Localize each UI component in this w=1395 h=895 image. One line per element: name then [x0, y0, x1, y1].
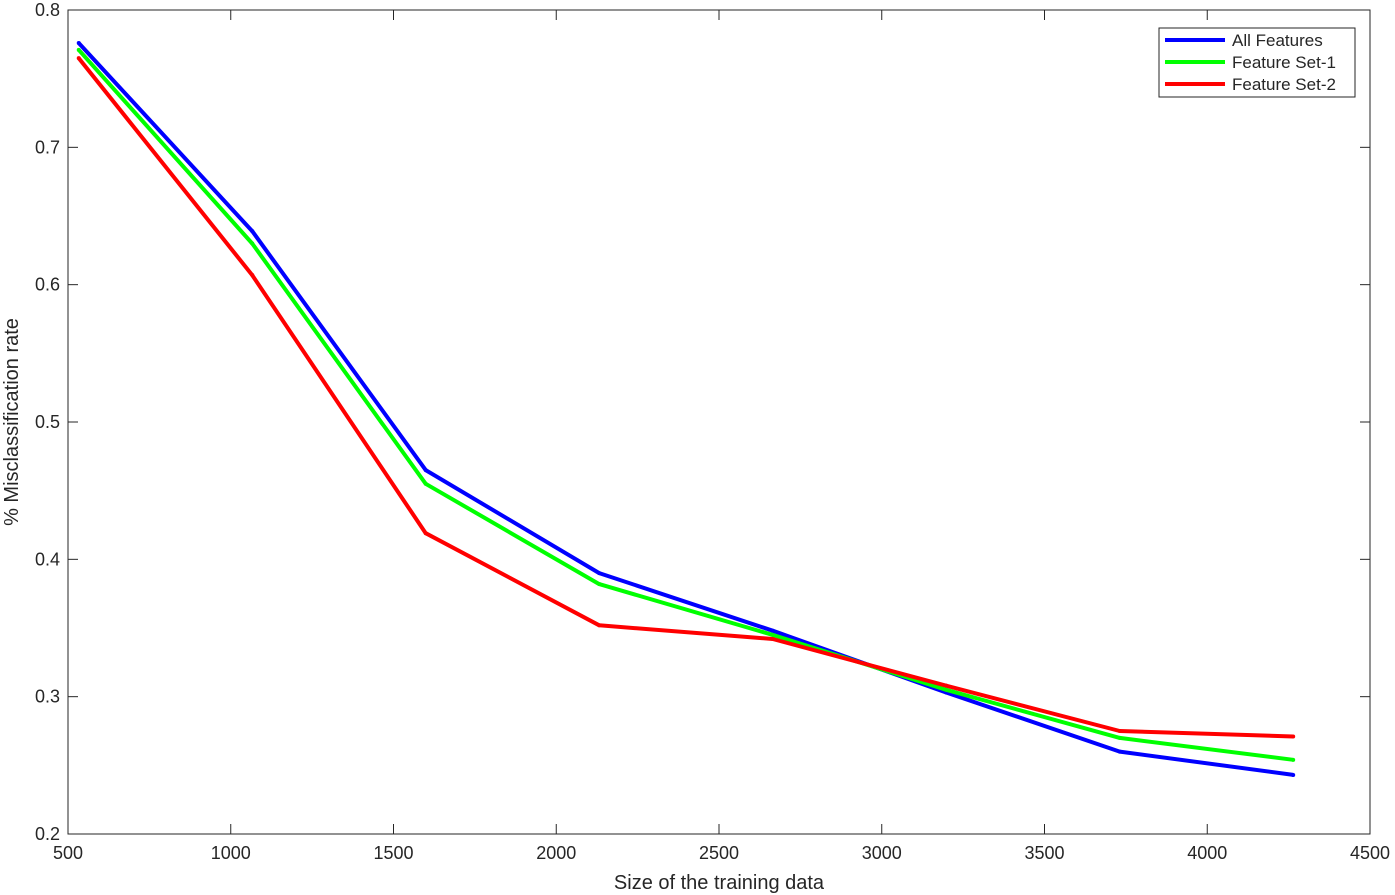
ticks-layer: 500 1000 1500 2000 2500 3000 3500 4000 4500 0.2 0.…: [35, 0, 1390, 863]
data-point: [250, 273, 255, 278]
series-feature-set-2: [76, 56, 1296, 739]
y-tick-label: 0.2: [35, 824, 60, 844]
x-tick-label: 4500: [1350, 843, 1390, 863]
data-point: [597, 571, 602, 576]
data-point: [423, 531, 428, 536]
x-tick-label: 500: [53, 843, 83, 863]
x-tick-label: 2500: [699, 843, 739, 863]
data-point: [250, 229, 255, 234]
legend: All Features Feature Set-1 Feature Set-2: [1158, 27, 1356, 98]
data-point: [250, 241, 255, 246]
series-line: [77, 56, 1294, 739]
data-point: [423, 481, 428, 486]
series-line: [77, 48, 1294, 762]
x-tick-label: 3000: [862, 843, 902, 863]
series-feature-set-1: [76, 47, 1296, 762]
data-point: [1291, 734, 1296, 739]
data-point: [1117, 729, 1122, 733]
data-point: [1117, 735, 1122, 740]
data-point: [1117, 749, 1122, 754]
x-tick-label: 4000: [1187, 843, 1227, 863]
x-tick-label: 1500: [373, 843, 413, 863]
data-point: [944, 687, 949, 692]
x-axis-label: Size of the training data: [614, 872, 825, 894]
series-layer: [76, 40, 1296, 777]
series-all-features: [76, 40, 1296, 777]
y-tick-label: 0.5: [35, 412, 60, 432]
y-tick-label: 0.4: [35, 549, 60, 569]
data-point: [770, 636, 775, 641]
axes-box: [67, 9, 1371, 835]
x-tick-label: 2000: [536, 843, 576, 863]
x-tick-label: 3500: [1024, 843, 1064, 863]
data-point: [770, 628, 775, 633]
data-point: [76, 56, 81, 61]
data-point: [944, 683, 949, 688]
y-tick-label: 0.8: [35, 0, 60, 20]
series-line: [77, 41, 1294, 777]
data-point: [1291, 772, 1296, 777]
legend-label-feature-set-1: Feature Set-1: [1232, 53, 1336, 72]
x-tick-label: 1000: [211, 843, 251, 863]
legend-label-all-features: All Features: [1232, 31, 1323, 50]
data-point: [423, 468, 428, 473]
y-tick-label: 0.3: [35, 687, 60, 707]
data-point: [770, 632, 775, 637]
data-point: [76, 40, 81, 45]
y-tick-label: 0.6: [35, 275, 60, 295]
data-point: [597, 623, 602, 628]
data-point: [1291, 757, 1296, 762]
data-point: [597, 582, 602, 587]
y-axis-label: % Misclassification rate: [1, 318, 23, 526]
y-tick-label: 0.7: [35, 137, 60, 157]
data-point: [76, 47, 81, 52]
legend-label-feature-set-2: Feature Set-2: [1232, 75, 1336, 94]
